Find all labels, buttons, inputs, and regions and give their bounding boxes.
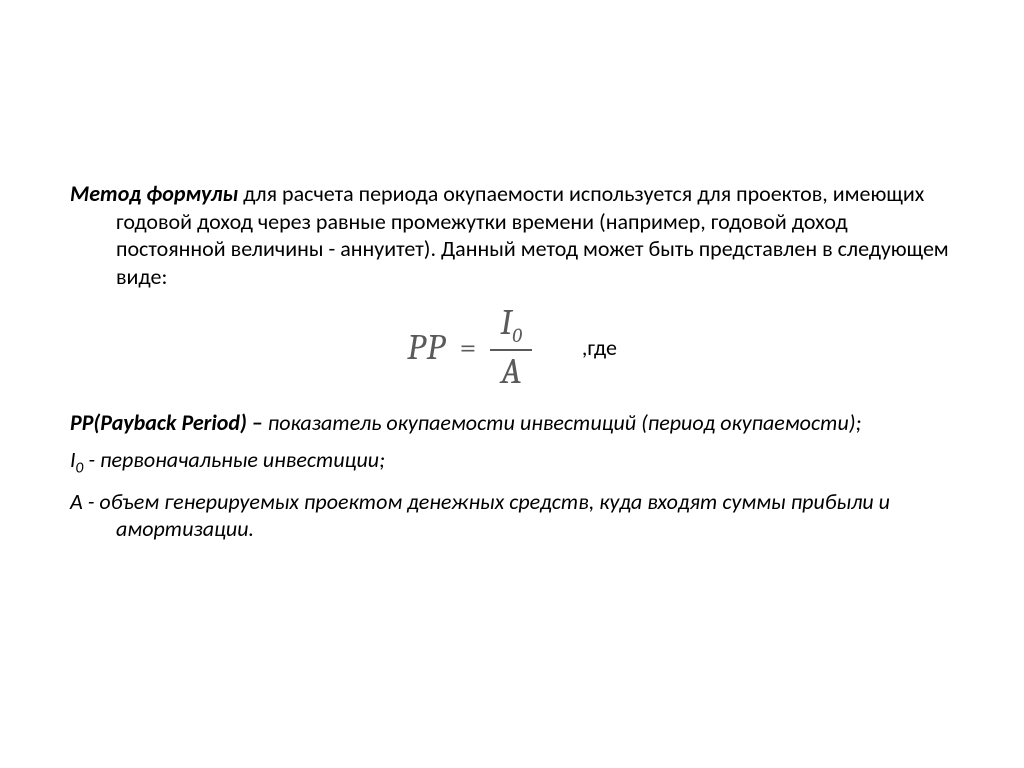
def-i0-symbol: I0 (70, 446, 83, 473)
def-a-text: - объем генерируемых проектом денежных с… (83, 488, 890, 543)
def-pp-lead: PP(Payback Period) – (70, 409, 263, 436)
formula: PP = I0 A (407, 304, 532, 391)
numerator-base: I (500, 302, 512, 343)
fraction: I0 A (490, 304, 532, 391)
slide: Метод формулы для расчета периода окупае… (0, 0, 1024, 768)
intro-rest: для расчета периода окупаемости использу… (116, 180, 949, 290)
equals-sign: = (460, 330, 477, 365)
def-pp: PP(Payback Period) – показатель окупаемо… (70, 409, 954, 437)
numerator: I0 (490, 304, 532, 347)
formula-lhs: PP (407, 327, 446, 368)
numerator-sub: 0 (512, 324, 522, 347)
def-i0-text: - первоначальные инвестиции; (83, 446, 385, 473)
def-i0: I0 - первоначальные инвестиции; (70, 446, 954, 478)
denominator: A (491, 353, 532, 391)
def-a: А - объем генерируемых проектом денежных… (70, 488, 954, 543)
def-a-symbol: А (70, 488, 83, 515)
intro-lead: Метод формулы (70, 180, 238, 207)
intro-paragraph: Метод формулы для расчета периода окупае… (70, 180, 954, 290)
where-label: ,где (582, 334, 617, 361)
def-pp-rest: показатель окупаемости инвестиций (перио… (263, 409, 862, 436)
formula-row: PP = I0 A ,где (70, 304, 954, 391)
